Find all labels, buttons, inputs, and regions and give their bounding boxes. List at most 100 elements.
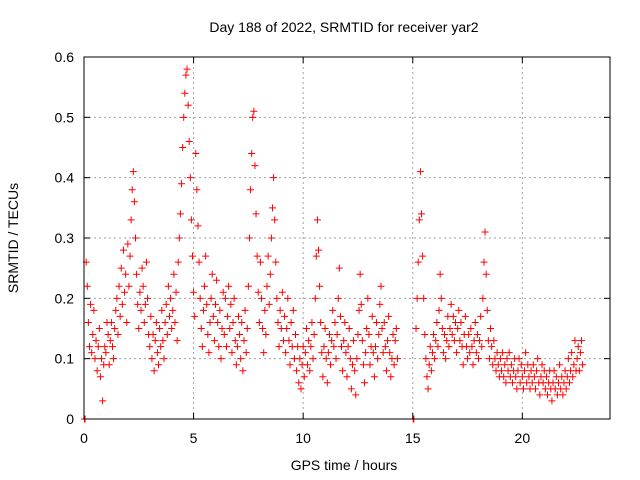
data-point	[275, 343, 283, 351]
data-point	[437, 294, 445, 302]
data-point	[136, 288, 144, 296]
data-point	[559, 391, 567, 399]
data-point	[114, 331, 122, 339]
data-point	[365, 331, 373, 339]
data-point	[236, 331, 244, 339]
data-point	[213, 276, 221, 284]
data-point	[392, 325, 400, 332]
data-point	[469, 361, 477, 369]
data-point	[230, 294, 238, 302]
data-point	[579, 361, 587, 369]
data-point	[165, 312, 173, 320]
data-point	[435, 306, 443, 314]
y-tick-label: 0.5	[55, 109, 75, 125]
data-point	[330, 343, 338, 351]
data-point	[156, 325, 164, 332]
data-point	[119, 246, 127, 254]
data-point	[287, 318, 295, 326]
data-point	[490, 337, 498, 345]
data-point	[248, 150, 256, 158]
data-point	[368, 312, 376, 320]
data-point	[361, 379, 369, 387]
data-point	[569, 373, 577, 381]
data-point	[317, 318, 325, 326]
data-point	[427, 367, 435, 375]
data-point	[146, 343, 154, 351]
data-point	[448, 331, 456, 339]
data-point	[508, 379, 516, 387]
data-point	[416, 168, 424, 176]
y-tick-label: 0.2	[55, 290, 75, 306]
data-point	[99, 397, 107, 405]
data-point	[255, 318, 263, 326]
data-point	[104, 331, 112, 339]
data-point	[505, 349, 513, 357]
data-point	[151, 337, 159, 345]
data-point	[225, 282, 233, 290]
data-point	[573, 355, 581, 363]
data-point	[267, 234, 275, 242]
x-tick-labels: 0 5 10 15 20	[80, 430, 530, 446]
data-point	[334, 294, 342, 302]
data-point	[261, 306, 269, 314]
data-point	[168, 325, 176, 332]
data-point	[186, 174, 194, 182]
data-point	[328, 337, 336, 345]
data-point	[183, 65, 191, 73]
data-point	[148, 355, 156, 363]
data-point	[488, 343, 496, 351]
data-point	[446, 325, 454, 332]
data-point	[517, 361, 525, 369]
data-point	[366, 361, 374, 369]
data-point	[393, 355, 401, 363]
data-point	[521, 367, 529, 375]
data-point	[343, 373, 351, 381]
data-point	[138, 264, 146, 272]
data-point	[260, 349, 268, 357]
data-point	[111, 325, 119, 332]
x-axis-label: GPS time / hours	[291, 457, 398, 473]
y-tick-label: 0.3	[55, 230, 75, 246]
data-point	[312, 252, 320, 260]
data-point	[256, 258, 264, 266]
data-point	[297, 385, 305, 393]
data-point	[335, 264, 343, 272]
data-point	[353, 355, 361, 363]
data-point	[238, 318, 246, 326]
data-point	[381, 343, 389, 351]
data-point	[556, 361, 564, 369]
data-point	[512, 373, 520, 381]
x-tick-label: 15	[405, 430, 421, 446]
data-point	[263, 282, 271, 290]
data-point	[351, 367, 359, 375]
data-point	[160, 355, 168, 363]
data-point	[121, 288, 129, 296]
axes	[83, 56, 611, 420]
data-point	[387, 373, 395, 381]
data-point	[188, 252, 196, 260]
data-point	[242, 349, 250, 357]
data-point	[102, 349, 110, 357]
data-point	[322, 355, 330, 363]
data-point	[266, 270, 274, 278]
data-point	[471, 318, 479, 326]
data-point	[237, 355, 245, 363]
x-tick-label: 5	[190, 430, 198, 446]
data-point	[496, 355, 504, 363]
data-point	[271, 216, 279, 224]
data-point	[530, 373, 538, 381]
data-point	[178, 180, 186, 188]
data-point	[432, 337, 440, 345]
data-point	[285, 337, 293, 345]
data-point	[420, 294, 428, 302]
data-point	[477, 312, 485, 320]
data-point	[296, 355, 304, 363]
data-point	[107, 318, 115, 326]
data-point	[169, 306, 177, 314]
data-point	[301, 349, 309, 357]
data-point	[253, 252, 261, 260]
data-point	[445, 343, 453, 351]
data-point	[241, 306, 249, 314]
data-point	[215, 343, 223, 351]
data-point	[500, 373, 508, 381]
